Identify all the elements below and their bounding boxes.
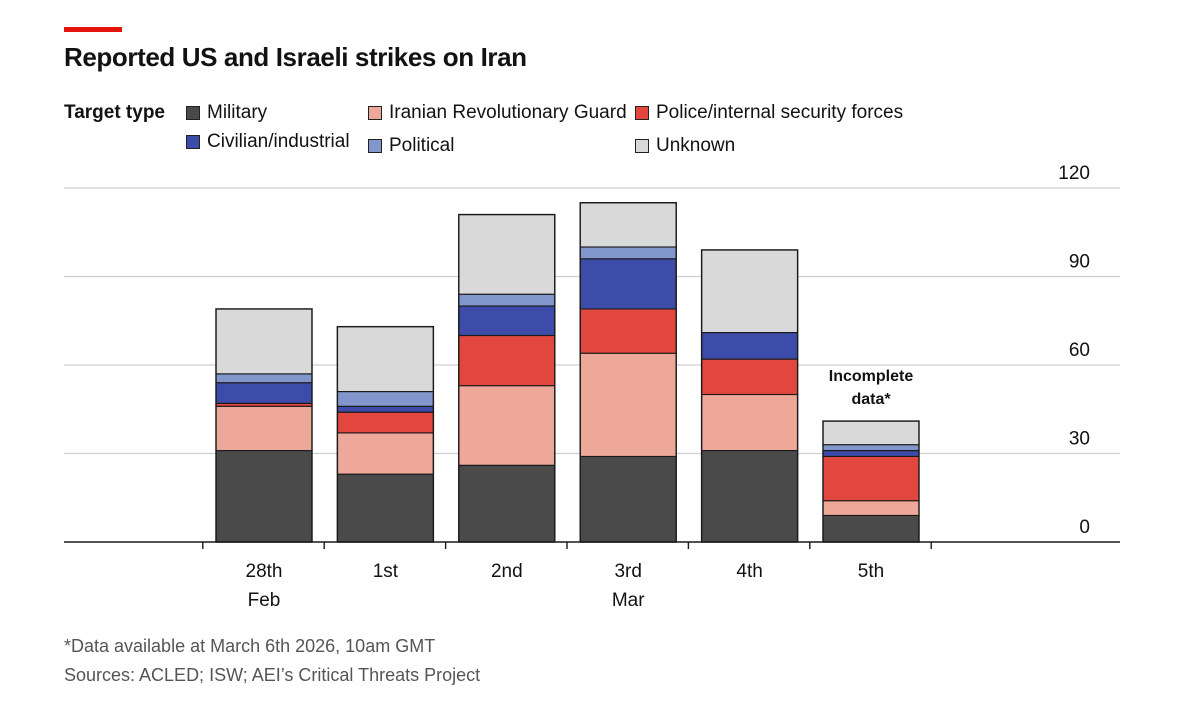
bar-segment-2-political — [336, 390, 434, 407]
bar-segment-1-military — [215, 449, 313, 543]
annotation-1-line-2: data* — [851, 391, 891, 408]
legend-item-irgc: Iranian Revolutionary Guard — [368, 102, 627, 124]
accent-bar — [64, 27, 122, 32]
x-tick-label-3: 2nd — [491, 561, 523, 582]
footnote: *Data available at March 6th 2026, 10am … — [64, 636, 436, 656]
bar-segment-6-iranian-revolutionary-guard — [822, 500, 920, 517]
x-tick-label-2: 1st — [373, 561, 399, 582]
bar-segment-4-iranian-revolutionary-guard — [579, 352, 677, 458]
bar-segment-4-civilian-industrial — [579, 258, 677, 310]
chart-title: Reported US and Israeli strikes on Iran — [64, 42, 527, 72]
bar-segment-2-military — [336, 473, 434, 543]
legend-label-unknown: Unknown — [656, 135, 736, 156]
bar-segment-5-police-internal-security-forces — [701, 358, 799, 396]
bar-segment-1-civilian-industrial — [215, 382, 313, 404]
legend-label-police: Police/internal security forces — [656, 102, 904, 123]
legend-swatch-political — [368, 139, 382, 153]
x-tick-label-1-line2: Feb — [248, 590, 281, 611]
legend-label-irgc: Iranian Revolutionary Guard — [389, 102, 627, 123]
bar-segment-6-civilian-industrial — [822, 449, 920, 457]
bar-segment-4-political — [579, 246, 677, 260]
bar-segment-3-police-internal-security-forces — [458, 334, 556, 387]
legend-item-police: Police/internal security forces — [635, 102, 903, 124]
legend-item-civilian-industrial: Civilian/industrial — [186, 131, 350, 153]
x-tick-label-5: 4th — [736, 561, 762, 582]
x-tick-label-6: 5th — [858, 561, 884, 582]
y-tick-label-90: 90 — [1069, 252, 1090, 273]
x-tick-label-1: 28th — [246, 561, 283, 582]
bar-segment-6-military — [822, 514, 920, 543]
bar-segment-4-military — [579, 455, 677, 543]
y-tick-label-60: 60 — [1069, 340, 1090, 361]
bar-segment-1-unknown — [215, 308, 313, 375]
bar-segment-3-military — [458, 464, 556, 543]
legend-swatch-unknown — [635, 139, 649, 153]
bar-segment-5-civilian-industrial — [701, 331, 799, 360]
legend-heading: Target type — [64, 102, 166, 123]
bar-segment-3-iranian-revolutionary-guard — [458, 385, 556, 466]
x-tick-label-4: 3rd — [614, 561, 641, 582]
bar-segment-2-iranian-revolutionary-guard — [336, 432, 434, 475]
legend-swatch-police — [635, 106, 649, 120]
bar-segment-2-civilian-industrial — [336, 405, 434, 413]
bar-segment-6-political — [822, 444, 920, 452]
y-tick-label-30: 30 — [1069, 429, 1090, 450]
sources: Sources: ACLED; ISW; AEI’s Critical Thre… — [64, 665, 481, 685]
bar-segment-5-military — [701, 449, 799, 543]
bar-segment-4-police-internal-security-forces — [579, 308, 677, 354]
legend-swatch-military — [186, 106, 200, 120]
y-tick-label-120: 120 — [1058, 163, 1090, 184]
legend-label-political: Political — [389, 135, 455, 156]
bar-segment-3-unknown — [458, 214, 556, 295]
legend-swatch-irgc — [368, 106, 382, 120]
bar-segment-6-police-internal-security-forces — [822, 455, 920, 502]
x-tick-label-4-line2: Mar — [612, 590, 645, 611]
bar-segment-4-unknown — [579, 202, 677, 248]
bar-segment-1-iranian-revolutionary-guard — [215, 405, 313, 452]
bar-segment-2-police-internal-security-forces — [336, 411, 434, 434]
legend-label-civilian-industrial: Civilian/industrial — [207, 131, 350, 152]
bar-segment-2-unknown — [336, 326, 434, 393]
legend-swatch-civilian-industrial — [186, 135, 200, 149]
legend-item-military: Military — [186, 102, 267, 124]
bar-segment-5-iranian-revolutionary-guard — [701, 393, 799, 452]
bar-segment-1-political — [215, 373, 313, 384]
y-tick-label-0: 0 — [1079, 517, 1090, 538]
legend-item-political: Political — [368, 135, 454, 157]
legend-label-military: Military — [207, 102, 268, 123]
legend-item-unknown: Unknown — [635, 135, 735, 157]
bar-segment-3-political — [458, 293, 556, 307]
annotation-1-line-1: Incomplete — [829, 368, 914, 385]
bar-segment-6-unknown — [822, 420, 920, 446]
bar-segment-3-civilian-industrial — [458, 305, 556, 337]
bar-segment-5-unknown — [701, 249, 799, 334]
